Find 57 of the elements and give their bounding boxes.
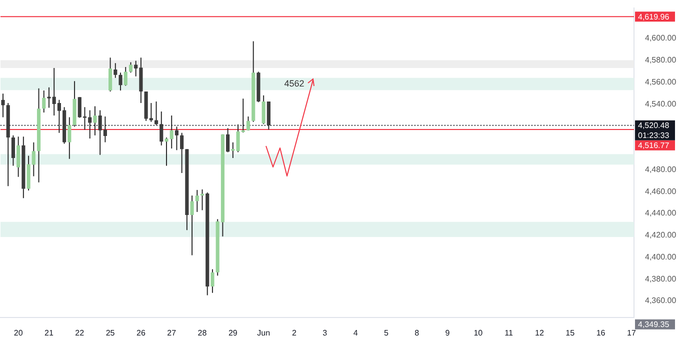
x-tick-label: 5 <box>384 328 389 338</box>
candlestick <box>108 57 112 92</box>
x-tick-label: 27 <box>167 328 177 338</box>
candlestick <box>266 100 270 130</box>
x-tick-label: 25 <box>106 328 116 338</box>
candlestick <box>246 116 250 131</box>
x-tick-label: 20 <box>14 328 24 338</box>
candlestick <box>180 132 184 174</box>
ref-line-label: 4,516.77 <box>638 141 670 150</box>
x-tick-label: 8 <box>414 328 420 338</box>
y-tick-label: 4,580.00 <box>645 56 677 65</box>
candlestick <box>93 106 97 136</box>
candlestick <box>124 66 128 86</box>
x-tick-label: 2 <box>292 328 298 338</box>
candlestick <box>128 62 133 74</box>
x-tick-label: 22 <box>75 328 85 338</box>
candlestick <box>42 90 46 113</box>
x-tick-label: 17 <box>626 328 636 338</box>
x-tick-label: Jun <box>257 328 270 338</box>
candlestick <box>195 189 199 212</box>
x-tick-label: 28 <box>198 328 208 338</box>
y-tick-label: 4,600.00 <box>645 34 677 43</box>
y-tick-label: 4,560.00 <box>645 77 677 86</box>
x-tick-label: 4 <box>353 328 358 338</box>
candlestick <box>11 134 16 166</box>
x-tick-label: 11 <box>504 328 514 338</box>
candlestick <box>262 94 266 125</box>
candlestick <box>114 62 118 78</box>
candlestick <box>16 136 20 178</box>
y-tick-label: 4,380.00 <box>645 274 677 284</box>
candlestick <box>118 72 122 92</box>
x-tick-label: 9 <box>445 328 450 338</box>
x-tick-label: 26 <box>136 328 146 338</box>
y-tick-label: 4,460.00 <box>645 186 677 196</box>
x-tick-label: 15 <box>566 328 576 338</box>
y-tick-label: 4,360.00 <box>645 296 677 306</box>
y-tick-label: 4,420.00 <box>645 230 677 240</box>
ref-line-label: 4,619.96 <box>638 12 670 22</box>
ref-line-label: 4,520.48 01:23:33 <box>638 121 670 140</box>
y-tick-label: 4,400.00 <box>645 252 677 262</box>
candlestick <box>210 268 214 294</box>
candlestick <box>174 126 179 151</box>
x-tick-label: 21 <box>44 328 54 338</box>
y-tick-label: 4,440.00 <box>645 208 677 218</box>
x-tick-label: 12 <box>535 328 544 338</box>
candlestick <box>190 195 194 256</box>
candlestick <box>226 128 230 153</box>
y-tick-label: 4,480.00 <box>645 164 677 174</box>
candlestick <box>68 116 72 160</box>
y-tick-label: 4,540.00 <box>645 99 677 108</box>
band-label: 4562 <box>284 78 304 89</box>
candlestick <box>160 111 164 146</box>
x-tick-label: 29 <box>228 328 238 338</box>
text: 4,349.35 <box>638 320 670 330</box>
x-tick-label: 3 <box>322 328 328 338</box>
x-tick-label: 10 <box>474 328 484 338</box>
x-tick-label: 16 <box>596 328 606 338</box>
